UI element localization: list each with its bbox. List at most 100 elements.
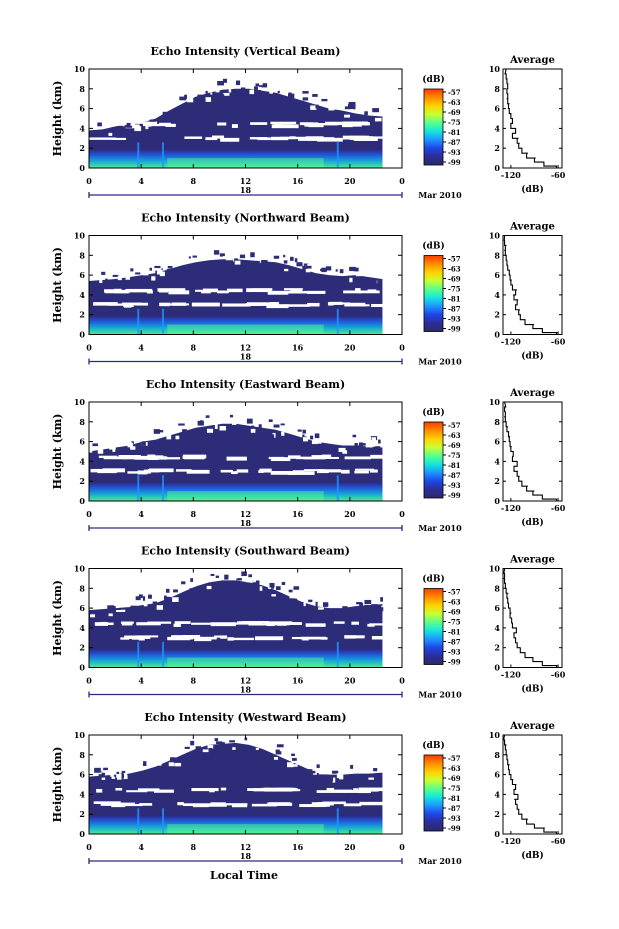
- heatmap-gap: [173, 623, 181, 627]
- heatmap-speckle: [283, 598, 286, 602]
- heatmap-gap: [247, 788, 255, 791]
- heatmap-speckle: [359, 603, 364, 608]
- colorbar-tick-label: -57: [448, 588, 461, 597]
- profile-y-tick-label: 10: [489, 730, 501, 740]
- heatmap-gap: [359, 801, 386, 806]
- heatmap-gap: [268, 456, 285, 460]
- heatmap-gap: [304, 123, 311, 127]
- heatmap-speckle: [224, 574, 229, 580]
- profile-y-tick-label: 0: [494, 829, 500, 839]
- heatmap-speckle: [138, 594, 143, 599]
- x-tick-label: 12: [240, 176, 251, 186]
- heatmap-speckle: [169, 751, 172, 756]
- heatmap-speckle: [181, 434, 188, 438]
- colorbar-tick-label: -75: [448, 618, 461, 627]
- heatmap-speckle: [283, 260, 288, 264]
- heatmap-gap: [317, 469, 342, 473]
- heatmap-speckle: [305, 268, 311, 273]
- date-bar-day: 18: [240, 685, 252, 695]
- heatmap-speckle: [362, 443, 367, 446]
- heatmap-speckle: [318, 607, 324, 610]
- colorbar-tick-label: -57: [448, 421, 461, 430]
- colorbar: [423, 421, 444, 499]
- heatmap-speckle: [149, 267, 152, 271]
- x-tick-label: 16: [292, 343, 304, 353]
- heatmap-gap: [321, 454, 332, 458]
- heatmap-speckle: [142, 270, 149, 276]
- heatmap-gap: [374, 136, 386, 139]
- profile-y-tick-label: 6: [494, 770, 500, 780]
- heatmap-speckle: [297, 769, 304, 772]
- heatmap-gap: [157, 288, 186, 292]
- heatmap-gap: [217, 290, 229, 294]
- heatmap-gap: [305, 136, 324, 140]
- heatmap-speckle: [315, 104, 319, 109]
- heatmap-gap: [211, 135, 225, 139]
- heatmap-speckle: [303, 273, 308, 277]
- heatmap-speckle: [336, 440, 342, 444]
- heatmap-gap: [104, 122, 128, 126]
- heatmap-speckle: [208, 747, 213, 751]
- profile-title: Average: [509, 55, 555, 66]
- x-tick-label: 12: [240, 509, 251, 519]
- heatmap-speckle: [249, 89, 255, 95]
- heatmap-gap: [174, 621, 191, 624]
- heatmap-speckle: [304, 265, 312, 269]
- heatmap-speckle: [281, 431, 285, 436]
- profile-x-tick-label: -120: [501, 836, 521, 846]
- heatmap-speckle: [302, 97, 309, 101]
- heatmap-speckle: [307, 263, 311, 266]
- heatmap-speckle: [152, 601, 158, 605]
- heatmap-speckle: [353, 608, 358, 613]
- heatmap-speckle: [350, 764, 354, 769]
- heatmap-speckle: [339, 774, 344, 780]
- heatmap-gap: [139, 803, 153, 806]
- heatmap-gap: [279, 136, 307, 140]
- heatmap-streak: [137, 641, 140, 668]
- heatmap-speckle: [310, 105, 317, 110]
- heatmap-speckle: [362, 268, 370, 272]
- colorbar-unit: (dB): [422, 407, 444, 418]
- heatmap-speckle: [292, 764, 298, 767]
- x-tick-label: 0: [399, 176, 405, 186]
- colorbar-tick-label: -93: [448, 814, 461, 823]
- heatmap-speckle: [335, 269, 338, 272]
- y-tick-label: 2: [79, 310, 85, 320]
- profile-y-tick-label: 6: [494, 270, 500, 280]
- date-label: Mar 2010: [418, 357, 462, 367]
- heatmap-gap: [266, 304, 289, 309]
- heatmap-speckle: [277, 421, 282, 426]
- heatmap-speckle: [268, 419, 273, 422]
- heatmap-speckle: [276, 744, 284, 748]
- heatmap-speckle: [316, 764, 320, 768]
- heatmap-speckle: [300, 601, 304, 606]
- y-axis-label: Height (km): [51, 247, 64, 323]
- heatmap-speckle: [127, 442, 133, 448]
- heatmap-speckle: [377, 280, 381, 286]
- colorbar: [423, 255, 444, 332]
- heatmap-speckle: [302, 429, 306, 434]
- heatmap-gap: [175, 469, 192, 472]
- colorbar-tick-label: -75: [448, 451, 461, 460]
- heatmap-speckle: [356, 606, 363, 611]
- heatmap-speckle: [252, 580, 260, 586]
- heatmap-speckle: [195, 743, 201, 748]
- heatmap-speckle: [352, 765, 357, 768]
- heatmap-speckle: [292, 757, 297, 761]
- heatmap-speckle: [214, 424, 218, 430]
- heatmap-speckle: [154, 265, 161, 269]
- heatmap-gap: [145, 121, 159, 126]
- x-tick-label: 8: [191, 842, 197, 852]
- colorbar-tick-label: -99: [448, 658, 461, 667]
- heatmap-daytime-surface: [167, 491, 324, 501]
- heatmap-speckle: [123, 123, 130, 126]
- x-tick-label: 0: [399, 676, 405, 686]
- heatmap-gap: [343, 123, 362, 127]
- heatmap-speckle: [204, 737, 209, 742]
- heatmap-gap: [220, 787, 227, 791]
- heatmap-speckle: [147, 123, 152, 127]
- heatmap-speckle: [121, 609, 126, 612]
- colorbar-tick-label: -63: [448, 431, 461, 440]
- heatmap-speckle: [293, 586, 300, 590]
- colorbar-tick-label: -87: [448, 471, 461, 480]
